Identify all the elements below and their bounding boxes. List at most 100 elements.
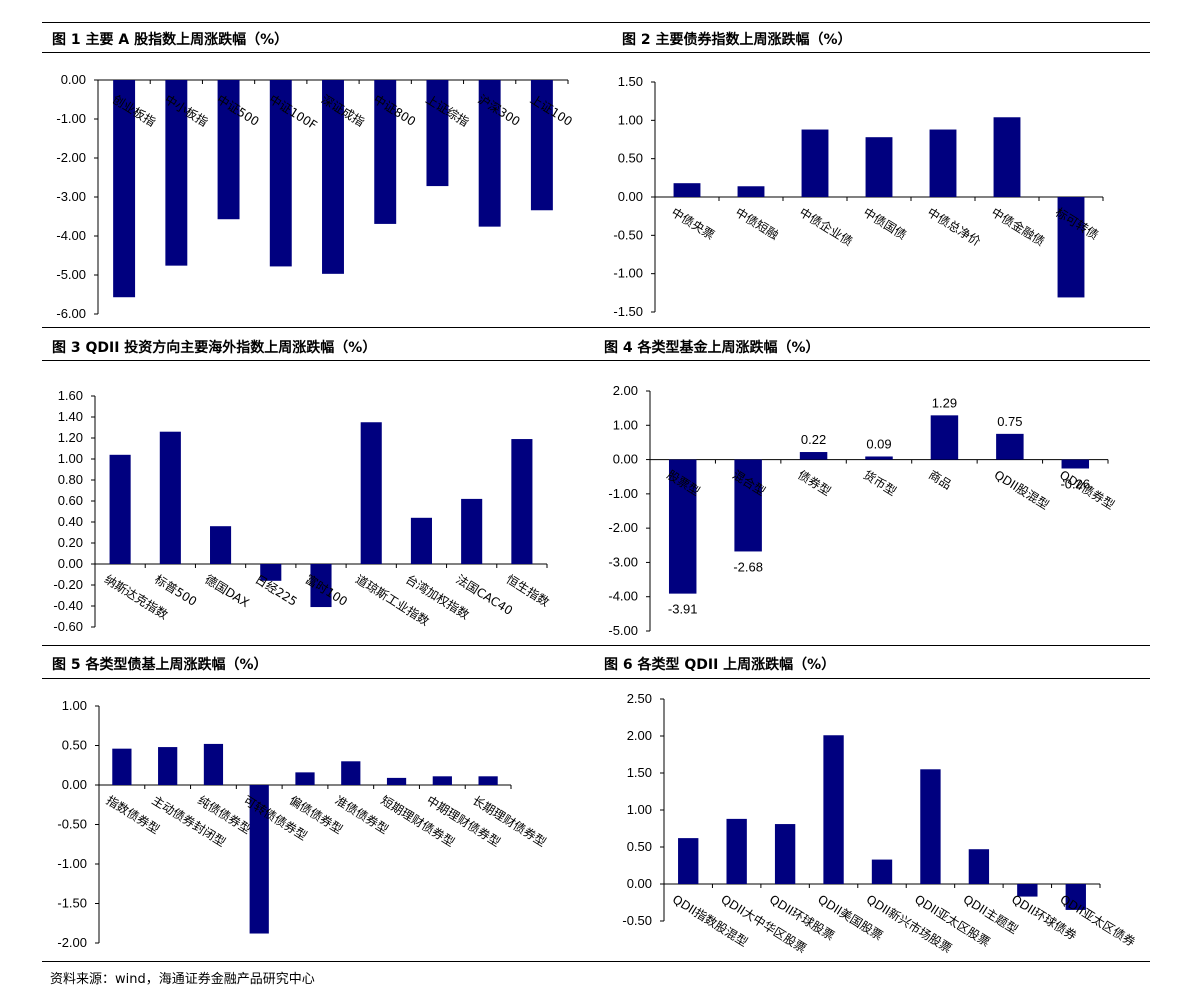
y-tick-label: -0.50 [57,817,87,832]
y-tick-label: 0.50 [62,738,87,753]
bar-6 [996,433,1024,460]
figure-3-title: 图 3 QDII 投资方向主要海外指数上周涨跌幅（%） [52,340,377,356]
y-tick-label: 0.00 [613,452,638,467]
y-tick-label: -4.00 [608,589,638,604]
bar-5 [929,129,957,197]
bar-7 [426,80,449,187]
y-tick-label: 0.50 [627,839,652,854]
y-tick-label: 1.00 [627,802,652,817]
bar-2 [734,459,762,552]
bar-5 [930,415,959,460]
bar-6 [341,761,361,785]
bar-3 [203,743,224,785]
bar-2 [737,186,765,197]
y-tick-label: 1.20 [58,430,83,445]
bar-1 [668,459,697,594]
y-tick-label: -1.50 [57,896,87,911]
bar-4 [865,456,893,460]
rule-row3 [42,678,1150,679]
bar-9 [478,776,498,785]
bar-7 [410,517,432,564]
bar-1 [112,748,132,785]
bar-4 [269,80,292,267]
y-tick-label: 1.00 [58,451,83,466]
bar-1 [673,183,701,197]
data-label: -0.26 [1060,476,1090,491]
data-label: 0.22 [801,432,826,447]
y-tick-label: 0.40 [58,514,83,529]
y-tick-label: 0.20 [58,535,83,550]
data-label: 0.09 [866,436,891,451]
y-tick-label: -1.00 [608,486,638,501]
bar-8 [1017,884,1038,897]
bar-5 [310,564,332,608]
figure-4-title: 图 4 各类型基金上周涨跌幅（%） [604,340,820,356]
rule-top [42,22,1150,23]
y-tick-label: -3.00 [56,189,86,204]
y-tick-label: 2.00 [627,728,652,743]
bar-5 [871,859,893,884]
y-tick-label: -2.00 [57,935,87,950]
bar-1 [113,80,136,298]
y-tick-label: -0.20 [53,577,83,592]
rule-row3-top [42,645,1150,646]
bar-5 [322,80,344,274]
y-tick-label: 0.00 [627,876,652,891]
bar-8 [461,498,483,564]
bar-6 [374,80,397,224]
y-tick-label: -4.00 [56,228,86,243]
bar-2 [159,431,181,564]
y-tick-label: 0.00 [62,777,87,792]
bar-5 [295,772,315,785]
y-tick-label: 0.00 [61,72,86,87]
data-label: 0.75 [997,414,1022,429]
y-tick-label: 0.60 [58,493,83,508]
figure-2-title: 图 2 主要债券指数上周涨跌幅（%） [622,32,852,48]
y-tick-label: 1.40 [58,409,83,424]
y-tick-label: -3.00 [608,554,638,569]
y-tick-label: 2.50 [627,691,652,706]
y-tick-label: 0.80 [58,472,83,487]
bar-7 [968,849,990,884]
y-tick-label: 1.00 [62,698,87,713]
y-tick-label: 1.00 [613,417,638,432]
bar-8 [432,776,452,785]
y-tick-label: 1.60 [58,388,83,403]
y-tick-label: 1.50 [627,765,652,780]
bar-2 [165,80,188,266]
figure-6-title: 图 6 各类型 QDII 上周涨跌幅（%） [604,657,836,673]
bar-2 [726,818,747,884]
figure-1-title: 图 1 主要 A 股指数上周涨跌幅（%） [52,32,289,48]
rule-row1 [42,52,1150,53]
bar-3 [217,80,240,220]
rule-row2 [42,360,1150,361]
bar-4 [823,735,844,884]
bar-2 [158,747,178,785]
bar-6 [993,117,1021,197]
bar-9 [530,80,553,211]
y-tick-label: 1.50 [618,74,643,89]
bar-4 [865,137,893,197]
bar-4 [260,564,282,581]
y-tick-label: 2.00 [613,383,638,398]
y-tick-label: -1.50 [613,304,643,319]
bar-8 [478,80,501,227]
bar-7 [1061,459,1090,469]
bar-1 [678,838,699,884]
bar-3 [801,129,829,197]
bar-4 [249,785,269,934]
bar-3 [774,824,796,884]
y-tick-label: -5.00 [56,267,86,282]
y-tick-label: 1.00 [618,112,643,127]
data-label: -3.91 [668,602,698,617]
y-tick-label: -5.00 [608,623,638,638]
y-tick-label: -0.60 [53,619,83,634]
bar-6 [920,769,941,884]
bar-7 [386,777,407,785]
y-tick-label: -0.50 [613,227,643,242]
figure-5-title: 图 5 各类型债基上周涨跌幅（%） [52,657,268,673]
